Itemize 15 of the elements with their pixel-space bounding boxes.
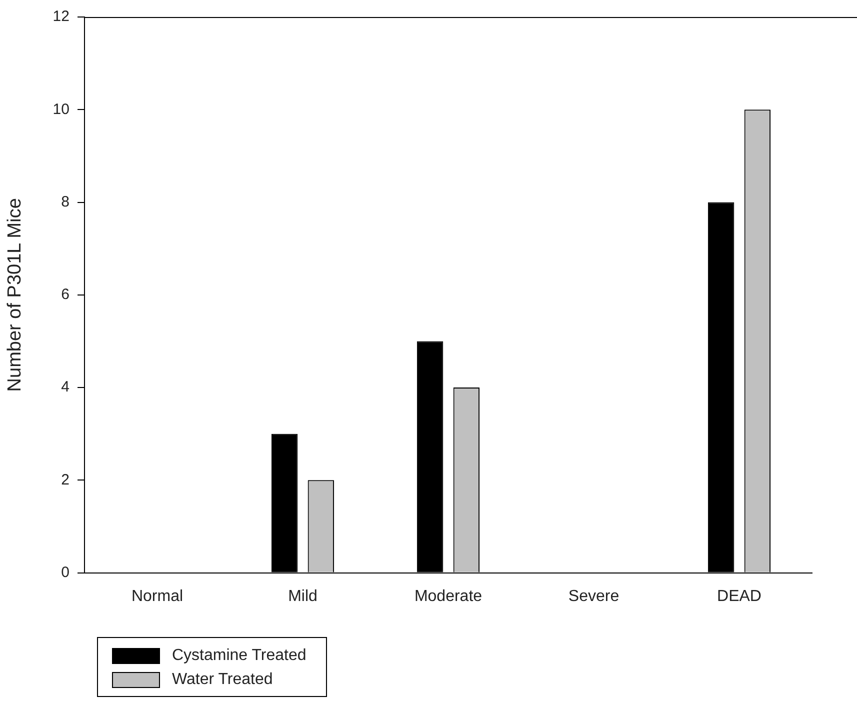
y-tick-label: 0 [61, 564, 70, 581]
y-tick-label: 2 [61, 471, 70, 488]
x-tick-label: Moderate [414, 588, 482, 605]
y-tick-label: 12 [52, 8, 70, 26]
y-tick-label: 4 [61, 378, 70, 396]
legend-label: Cystamine Treated [172, 647, 306, 665]
y-tick-label: 6 [61, 286, 70, 304]
x-tick-label: Normal [131, 588, 184, 605]
x-tick-label: Severe [568, 588, 620, 605]
y-tick-label: 8 [61, 193, 70, 210]
x-tick-label: Mild [288, 588, 318, 605]
y-tick-label: 10 [52, 100, 70, 118]
y-axis-title: Number of P301L Mice [4, 198, 26, 392]
x-tick-label: DEAD [717, 588, 762, 605]
legend-label: Water Treated [172, 671, 273, 689]
